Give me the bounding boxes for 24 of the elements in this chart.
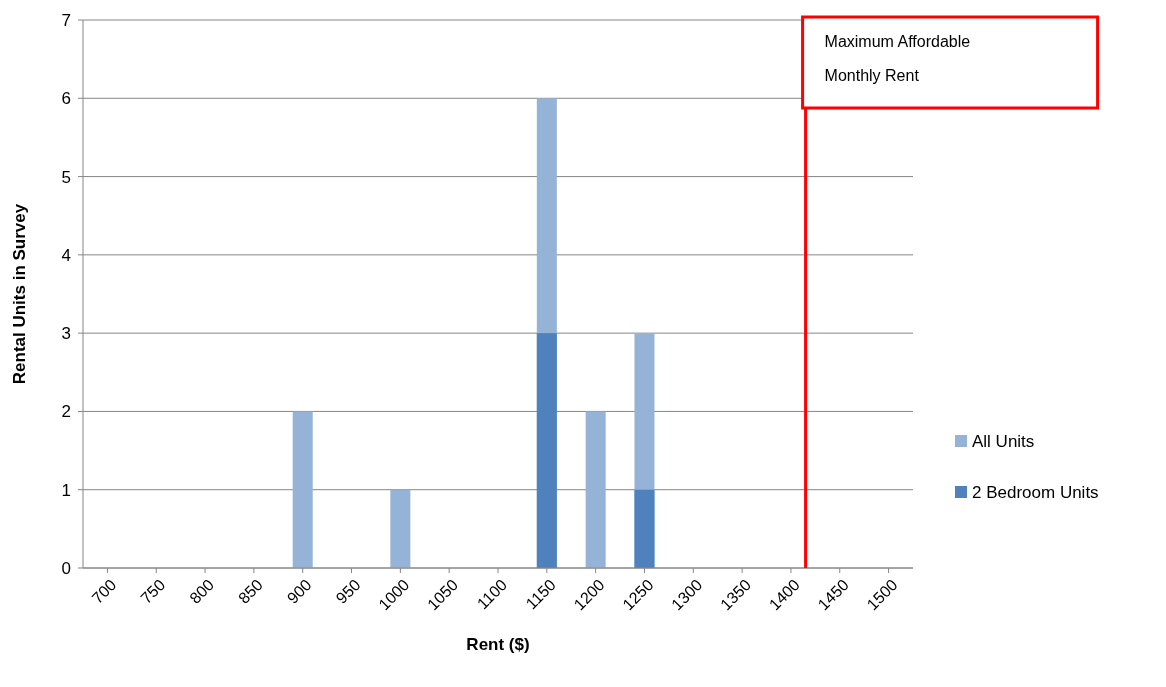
bar bbox=[634, 489, 655, 568]
x-tick-label: 950 bbox=[332, 575, 364, 607]
y-tick-label: 7 bbox=[61, 10, 71, 30]
y-axis-title: Rental Units in Survey bbox=[10, 203, 29, 385]
y-tick-label: 3 bbox=[61, 324, 71, 344]
bar bbox=[390, 489, 411, 568]
y-tick-label: 6 bbox=[61, 89, 71, 109]
ref-line-label: Maximum Affordable Monthly Rent bbox=[824, 33, 971, 84]
bar bbox=[536, 333, 557, 568]
x-tick-label: 750 bbox=[137, 575, 169, 607]
bar bbox=[585, 411, 606, 568]
y-tick-label: 0 bbox=[61, 558, 71, 578]
x-axis-title: Rent ($) bbox=[466, 635, 530, 654]
legend-label: 2 Bedroom Units bbox=[972, 482, 1099, 502]
x-tick-label: 800 bbox=[186, 575, 218, 607]
bar bbox=[292, 411, 313, 568]
y-tick-label: 5 bbox=[61, 167, 71, 187]
y-tick-label: 1 bbox=[61, 480, 71, 500]
x-tick-label: 700 bbox=[88, 575, 120, 607]
x-tick-label: 850 bbox=[235, 575, 267, 607]
y-tick-label: 4 bbox=[61, 245, 71, 265]
legend-label: All Units bbox=[972, 431, 1035, 451]
y-tick-label: 2 bbox=[61, 402, 71, 422]
x-tick-label: 900 bbox=[283, 575, 315, 607]
